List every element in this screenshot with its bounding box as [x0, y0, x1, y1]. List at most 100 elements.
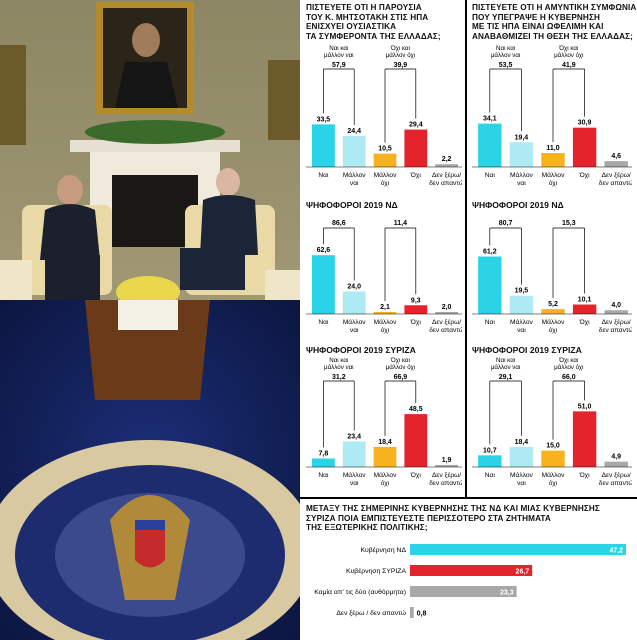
title-line: ΑΝΑΒΑΘΜΙΖΕΙ ΤΗ ΘΕΣΗ ΤΗΣ ΕΛΛΑΔΑΣ;: [472, 31, 633, 41]
group-label: Όχι και: [558, 357, 579, 364]
group-value: 53,5: [499, 62, 513, 69]
panel-title: ΠΙΣΤΕΥΕΤΕ ΟΤΙ Η ΠΑΡΟΥΣΙΑ ΤΟΥ κ. ΜΗΤΣΟΤΑΚ…: [306, 3, 462, 41]
category-label: Μάλλον: [343, 318, 366, 326]
bar: [410, 607, 414, 618]
group-value: 39,9: [394, 62, 408, 69]
category-label: Μάλλον: [542, 171, 565, 179]
category-label: Μάλλον: [343, 171, 366, 179]
data-label: 19,4: [515, 134, 529, 141]
category-label: ναι: [517, 480, 526, 487]
group-label: Ναι και: [329, 45, 349, 52]
group-value: 31,2: [332, 374, 346, 381]
bar: [312, 255, 335, 314]
data-label: 7,8: [319, 450, 329, 457]
data-label: 23,4: [347, 433, 361, 440]
group-label: Όχι και: [390, 357, 411, 364]
bar: [404, 305, 428, 314]
data-label: 26,7: [516, 569, 530, 576]
data-label: 51,0: [578, 403, 592, 410]
title-line: ΕΝΙΣΧΥΕΙ ΟΥΣΙΑΣΤΙΚΑ: [306, 22, 397, 32]
title-line: ΠΙΣΤΕΥΕΤΕ ΟΤΙ Η ΑΜΥΝΤΙΚΗ ΣΥΜΦΩΝΙΑ: [472, 3, 637, 12]
category-label: Μάλλον: [510, 471, 533, 479]
bar: [541, 450, 565, 467]
group-value: 11,4: [394, 220, 407, 227]
bar: [435, 312, 458, 314]
data-label: 1,9: [442, 457, 452, 464]
category-label: δεν απαντώ: [429, 326, 462, 334]
group-value: 66,0: [562, 374, 576, 381]
category-label: Κυβέρνηση ΝΔ: [360, 546, 406, 554]
panel-subtitle: ΨΗΦΟΦΟΡΟΙ 2019 ΣΥΡΙΖΑ: [472, 345, 582, 355]
group-label: μάλλον όχι: [386, 52, 416, 59]
group-label: μάλλον όχι: [554, 364, 584, 371]
group-value: 29,1: [499, 374, 513, 381]
data-label: 24,4: [347, 128, 361, 135]
category-label: Ναι: [318, 319, 329, 326]
category-label: Μάλλον: [374, 471, 397, 479]
group-value: 57,9: [332, 62, 346, 69]
horizontal-bar-chart: Κυβέρνηση ΝΔ 47,2 Κυβέρνηση ΣΥΡΙΖΑ 26,7 Καμί…: [314, 544, 626, 618]
title-line: ΤΗΣ ΕΞΩΤΕΡΙΚΗΣ ΠΟΛΙΤΙΚΗΣ;: [306, 523, 428, 533]
category-label: Κυβέρνηση ΣΥΡΙΖΑ: [346, 567, 406, 575]
data-label: 10,1: [578, 297, 592, 304]
data-label: 15,0: [546, 443, 560, 450]
data-label: 10,5: [378, 146, 392, 153]
panel-title: ΠΙΣΤΕΥΕΤΕ ΟΤΙ Η ΑΜΥΝΤΙΚΗ ΣΥΜΦΩΝΙΑ ΠΟΥ ΥΠ…: [472, 3, 637, 41]
bar: [410, 565, 533, 576]
bar: [410, 586, 517, 597]
category-label: Μάλλον: [542, 318, 565, 326]
group-label: μάλλον ναι: [491, 52, 521, 59]
bar: [478, 123, 502, 167]
bar: [373, 446, 397, 467]
panel-trust-foreign-policy: ΜΕΤΑΞΥ ΤΗΣ ΣΗΜΕΡΙΝΗΣ ΚΥΒΕΡΝΗΣΗΣ ΤΗΣ ΝΔ Κ…: [306, 504, 634, 638]
group-label: Όχι και: [558, 45, 579, 52]
category-label: Μάλλον: [510, 318, 533, 326]
category-label: Όχι: [579, 172, 591, 179]
bar: [541, 153, 565, 167]
data-label: 10,7: [483, 447, 497, 454]
data-label: 5,2: [548, 301, 558, 308]
data-label: 4,9: [611, 454, 621, 461]
bar: [342, 441, 366, 467]
group-value: 66,9: [394, 374, 408, 381]
panel-defense-nd: ΨΗΦΟΦΟΡΟΙ 2019 ΝΔ 80,7 15,3 61,2 Ναι 19,5 Μάλ…: [472, 200, 634, 340]
category-label: Δεν ξέρω/: [602, 171, 631, 179]
oval-office-photo: [0, 0, 300, 640]
data-label: 4,0: [611, 302, 621, 309]
panel-subtitle: ΨΗΦΟΦΟΡΟΙ 2019 ΝΔ: [306, 200, 398, 210]
category-label: Ναι: [485, 319, 496, 326]
data-label: 9,3: [411, 297, 421, 304]
category-label: Δεν ξέρω/: [432, 471, 461, 479]
category-label: Δεν ξέρω/: [602, 471, 631, 479]
category-label: Καμία απ' τις δύο (αυθόρμητα): [314, 588, 406, 596]
group-label: μάλλον ναι: [491, 364, 521, 371]
category-label: όχι: [381, 179, 390, 187]
category-label: Δεν ξέρω/: [432, 318, 461, 326]
bar: [410, 544, 626, 555]
category-label: δεν απαντώ: [599, 326, 632, 334]
group-label: μάλλον ναι: [324, 52, 354, 59]
panel-presence-syriza: ΨΗΦΟΦΟΡΟΙ 2019 ΣΥΡΙΖΑ Ναι και μάλλον ναι 3…: [306, 345, 462, 495]
bar: [604, 310, 628, 314]
category-label: Μάλλον: [542, 471, 565, 479]
bar: [404, 129, 428, 167]
category-label: Ναι: [485, 172, 496, 179]
category-label: Ναι: [485, 472, 496, 479]
data-label: 24,0: [347, 283, 361, 290]
data-label: 48,5: [409, 406, 423, 413]
title-line: ΤΑ ΣΥΜΦΕΡΟΝΤΑ ΤΗΣ ΕΛΛΑΔΑΣ;: [306, 31, 441, 41]
group-label: Ναι και: [329, 357, 349, 364]
panel-defense-all: ΠΙΣΤΕΥΕΤΕ ΟΤΙ Η ΑΜΥΝΤΙΚΗ ΣΥΜΦΩΝΙΑ ΠΟΥ ΥΠ…: [472, 3, 637, 195]
category-label: Μάλλον: [374, 171, 397, 179]
group-label: μάλλον όχι: [386, 364, 416, 371]
group-value: 86,6: [332, 220, 346, 227]
data-label: 61,2: [483, 249, 497, 256]
data-label: 0,8: [417, 611, 427, 618]
column-divider: [465, 0, 467, 497]
category-label: Ναι: [318, 472, 329, 479]
category-label: δεν απαντώ: [429, 479, 462, 487]
data-label: 33,5: [317, 116, 331, 123]
category-label: ναι: [517, 327, 526, 334]
